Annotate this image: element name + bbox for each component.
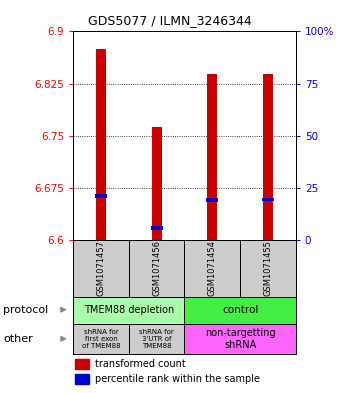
Text: GSM1071454: GSM1071454: [208, 240, 217, 296]
Text: shRNA for
first exon
of TMEM88: shRNA for first exon of TMEM88: [82, 329, 120, 349]
Bar: [184, 297, 296, 324]
Bar: [129, 240, 185, 297]
Bar: [152, 127, 162, 240]
Text: protocol: protocol: [3, 305, 49, 315]
Bar: [129, 324, 185, 354]
Bar: [207, 75, 217, 240]
Text: non-targetting
shRNA: non-targetting shRNA: [205, 328, 275, 350]
Bar: [73, 297, 184, 324]
Text: shRNA for
3'UTR of
TMEM88: shRNA for 3'UTR of TMEM88: [139, 329, 174, 349]
Bar: [263, 75, 273, 240]
Text: TMEM88 depletion: TMEM88 depletion: [84, 305, 174, 316]
Bar: [75, 359, 89, 369]
Bar: [151, 226, 163, 230]
Text: transformed count: transformed count: [95, 358, 186, 369]
Text: control: control: [222, 305, 258, 316]
Bar: [95, 194, 107, 198]
Bar: [73, 240, 129, 297]
Bar: [75, 374, 89, 384]
Text: percentile rank within the sample: percentile rank within the sample: [95, 374, 260, 384]
Text: GDS5077 / ILMN_3246344: GDS5077 / ILMN_3246344: [88, 14, 252, 27]
Bar: [96, 49, 106, 240]
Bar: [262, 198, 274, 201]
Text: GSM1071455: GSM1071455: [264, 240, 272, 296]
Bar: [206, 198, 218, 202]
Bar: [240, 240, 296, 297]
Bar: [73, 324, 129, 354]
Text: GSM1071456: GSM1071456: [152, 240, 161, 296]
Bar: [184, 324, 296, 354]
Bar: [184, 240, 240, 297]
Text: GSM1071457: GSM1071457: [97, 240, 105, 296]
Text: other: other: [3, 334, 33, 344]
